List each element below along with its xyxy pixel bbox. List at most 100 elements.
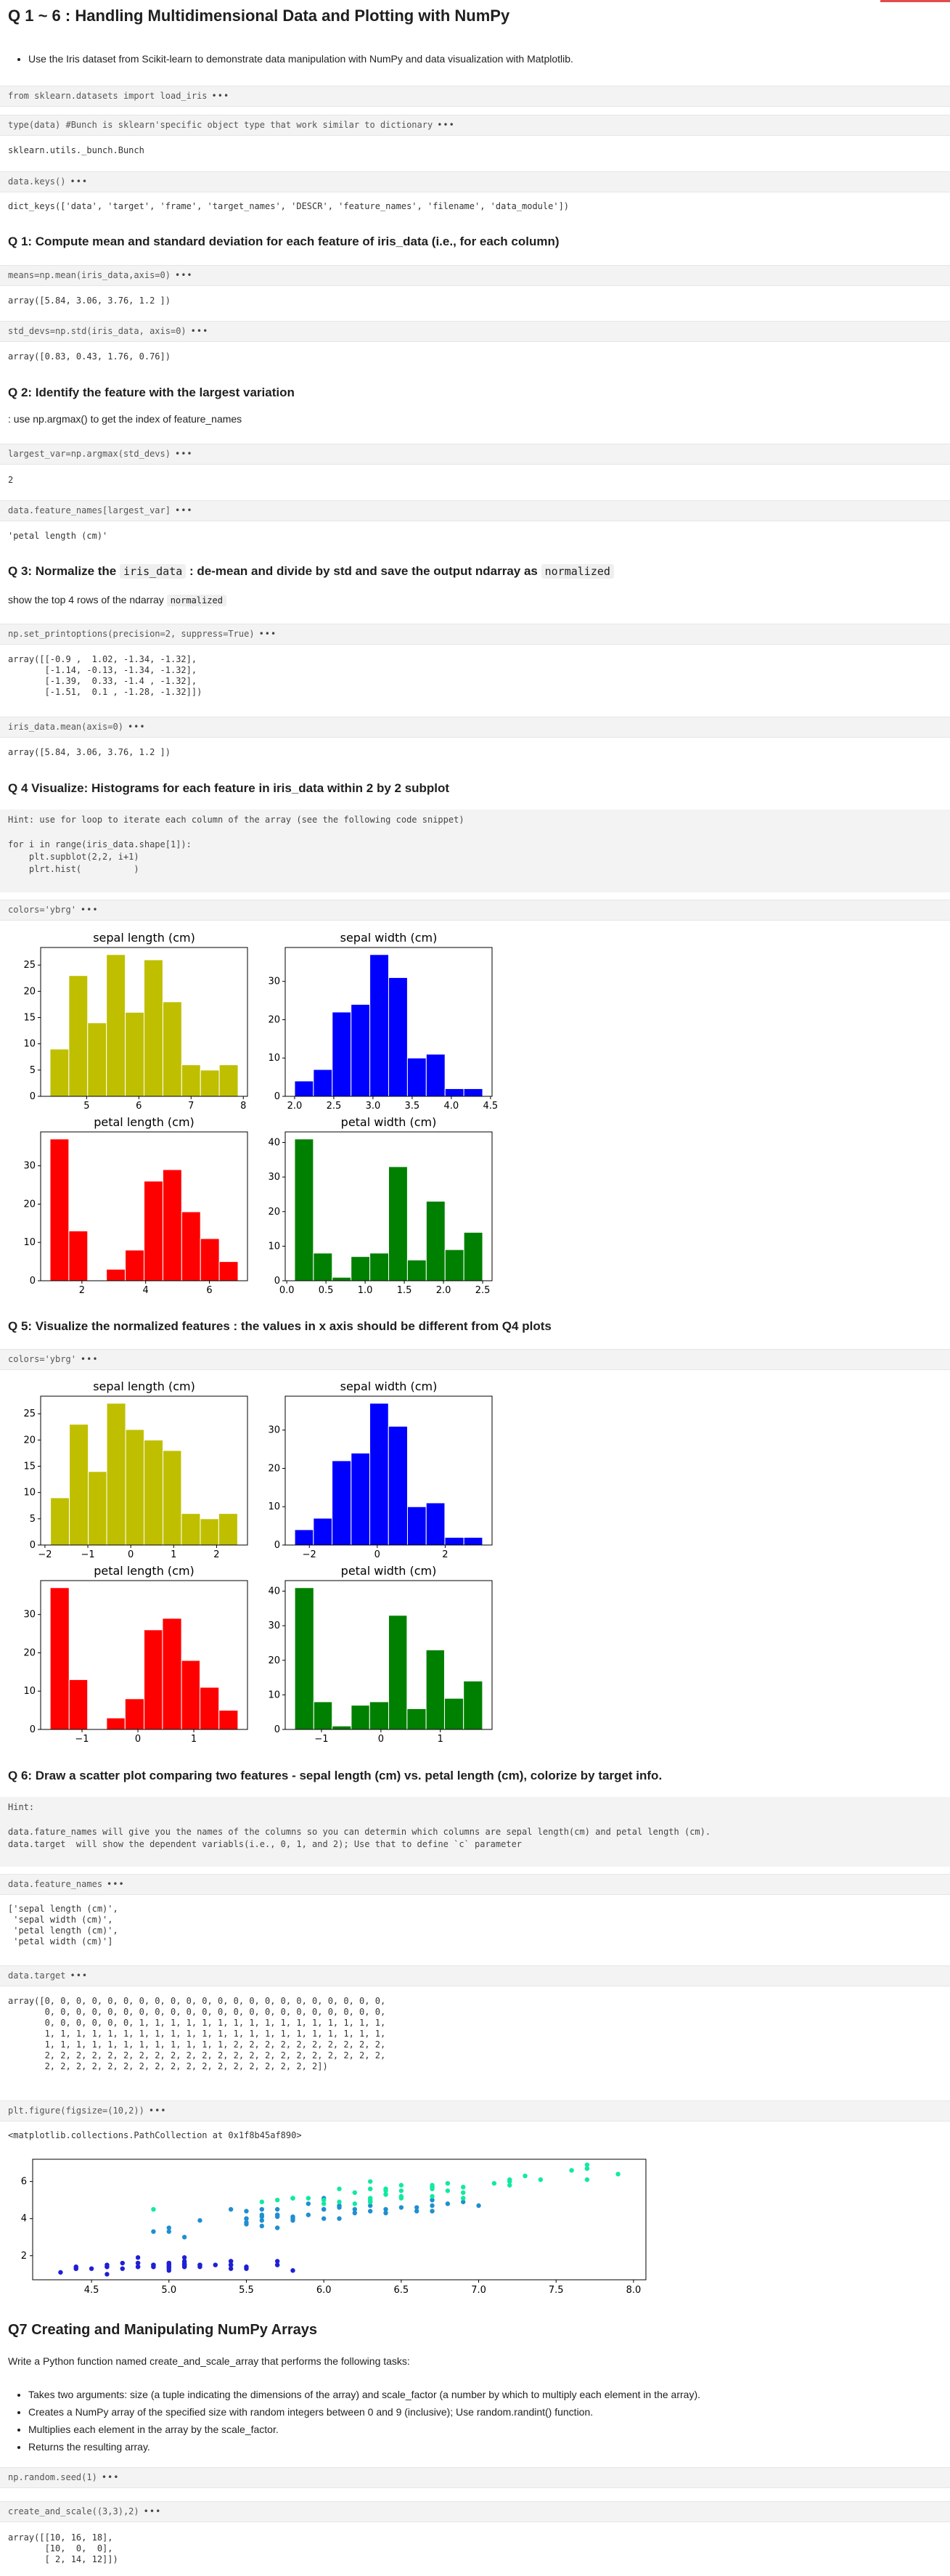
scatter-point — [337, 2216, 342, 2221]
section-heading: Q 6: Draw a scatter plot comparing two f… — [8, 1769, 663, 1782]
more-icon[interactable]: ••• — [437, 120, 455, 130]
code-cell[interactable]: means=np.mean(iris_data,axis=0) ••• — [0, 265, 950, 286]
y-tick-label: 0 — [274, 1540, 280, 1551]
histogram-bar — [125, 1250, 145, 1281]
x-tick-label: 1 — [191, 1734, 197, 1745]
scatter-point — [73, 2266, 78, 2271]
task-item: Takes two arguments: size (a tuple indic… — [28, 2388, 700, 2401]
scatter-point — [337, 2186, 342, 2192]
cell-output: array([5.84, 3.06, 3.76, 1.2 ]) — [8, 747, 171, 757]
scatter-point — [445, 2181, 451, 2186]
plot-frame — [284, 1395, 493, 1546]
code-cell[interactable]: type(data) #Bunch is sklearn'specific ob… — [0, 115, 950, 136]
scatter-point — [274, 2206, 280, 2212]
scatter-point — [367, 2203, 373, 2209]
cell-output: array([[10, 16, 18], [10, 0, 0], [ 2, 14… — [8, 2532, 118, 2564]
code-cell[interactable]: std_devs=np.std(iris_data, axis=0) ••• — [0, 321, 950, 342]
code-cell[interactable]: data.keys() ••• — [0, 171, 950, 192]
scatter-point — [430, 2197, 435, 2203]
histogram-bar — [218, 1261, 239, 1281]
code-cell[interactable]: data.target ••• — [0, 1965, 950, 1986]
scatter-point — [135, 2260, 141, 2266]
more-icon[interactable]: ••• — [127, 722, 146, 732]
section-heading: Q 5: Visualize the normalized features :… — [8, 1319, 552, 1333]
more-icon[interactable]: ••• — [80, 905, 99, 915]
code-cell[interactable]: colors='ybrg' ••• — [0, 900, 950, 921]
subplot-title: sepal length (cm) — [93, 1379, 195, 1393]
subplot-title: petal length (cm) — [94, 1564, 194, 1578]
scatter-point — [383, 2192, 388, 2197]
x-tick-label: 6.5 — [394, 2285, 409, 2296]
more-icon[interactable]: ••• — [70, 176, 89, 187]
histogram-bar — [406, 1259, 427, 1281]
more-icon[interactable]: ••• — [174, 449, 193, 459]
histogram-bar — [106, 954, 126, 1097]
y-tick-label: 0 — [30, 1276, 36, 1287]
more-icon[interactable]: ••• — [107, 1879, 125, 1889]
more-icon[interactable]: ••• — [211, 91, 230, 101]
histogram-bar — [181, 1211, 201, 1281]
histogram-bar — [388, 1425, 408, 1546]
y-tick-label: 0 — [274, 1276, 280, 1287]
more-icon[interactable]: ••• — [80, 1354, 99, 1364]
histogram-bar — [125, 1011, 145, 1097]
scatter-point — [213, 2262, 218, 2267]
q6-scatter-figure: 4.5 5.0 5.5 6.0 6.5 7.0 7.5 8.0 2 4 6 — [21, 2159, 647, 2296]
x-tick-label: 6 — [136, 1101, 142, 1112]
histogram-bar — [50, 1497, 70, 1546]
x-tick-label: 5.0 — [161, 2285, 176, 2296]
code-cell[interactable]: create_and_scale((3,3),2) ••• — [0, 2501, 950, 2522]
histogram-bar — [369, 1252, 390, 1281]
more-icon[interactable]: ••• — [148, 2106, 167, 2116]
y-tick-label: 10 — [23, 1686, 36, 1697]
section-heading: Q 2: Identify the feature with the large… — [8, 386, 295, 399]
scatter-point — [383, 2206, 388, 2212]
plot-frame — [32, 2159, 647, 2281]
histogram-bar — [144, 1439, 164, 1546]
code-cell[interactable]: iris_data.mean(axis=0) ••• — [0, 717, 950, 738]
code-cell[interactable]: data.feature_names[largest_var] ••• — [0, 500, 950, 521]
subplot-title: petal length (cm) — [94, 1115, 194, 1129]
scatter-point — [58, 2270, 63, 2275]
hint-block: Hint: use for loop to iterate each colum… — [0, 810, 950, 892]
code-cell[interactable]: data.feature_names ••• — [0, 1874, 950, 1895]
more-icon[interactable]: ••• — [174, 505, 193, 515]
more-icon[interactable]: ••• — [258, 629, 277, 639]
scatter-point — [584, 2162, 590, 2167]
code-cell[interactable]: largest_var=np.argmax(std_devs) ••• — [0, 444, 950, 465]
y-tick-label: 40 — [268, 1586, 280, 1597]
code-cell[interactable]: plt.figure(figsize=(10,2)) ••• — [0, 2100, 950, 2121]
more-icon[interactable]: ••• — [143, 2506, 162, 2516]
histogram-bar — [200, 1238, 220, 1281]
scatter-point — [259, 2223, 265, 2229]
x-tick-label: −2 — [303, 1549, 316, 1560]
scatter-point — [445, 2188, 451, 2193]
code-cell[interactable]: np.set_printoptions(precision=2, suppres… — [0, 624, 950, 645]
task-item: Creates a NumPy array of the specified s… — [28, 2405, 700, 2418]
code-cell[interactable]: from sklearn.datasets import load_iris ••… — [0, 86, 950, 107]
plot-frame — [284, 1131, 493, 1281]
histogram-bar — [294, 1080, 314, 1097]
x-tick-label: 0 — [374, 1549, 380, 1560]
x-tick-label: 0 — [378, 1734, 384, 1745]
x-tick-label: 0 — [135, 1734, 141, 1745]
histogram-bar — [144, 959, 163, 1097]
cell-output: array([5.84, 3.06, 3.76, 1.2 ]) — [8, 295, 171, 306]
plot-frame — [284, 1580, 493, 1730]
scatter-point — [461, 2199, 466, 2204]
scatter-point — [166, 2260, 171, 2266]
histogram-bar — [87, 1022, 107, 1097]
histogram-bar — [49, 1048, 70, 1097]
code-cell[interactable]: colors='ybrg' ••• — [0, 1349, 950, 1370]
code-cell[interactable]: np.random.seed(1) ••• — [0, 2467, 950, 2488]
more-icon[interactable]: ••• — [70, 1970, 89, 1981]
y-tick-label: 5 — [30, 1514, 36, 1525]
scatter-point — [197, 2218, 202, 2223]
scatter-point — [290, 2196, 295, 2201]
scatter-point — [398, 2205, 404, 2210]
more-icon[interactable]: ••• — [101, 2472, 120, 2482]
more-icon[interactable]: ••• — [190, 326, 209, 336]
y-tick-label: 40 — [268, 1138, 280, 1149]
more-icon[interactable]: ••• — [174, 270, 193, 280]
scatter-point — [383, 2210, 388, 2216]
